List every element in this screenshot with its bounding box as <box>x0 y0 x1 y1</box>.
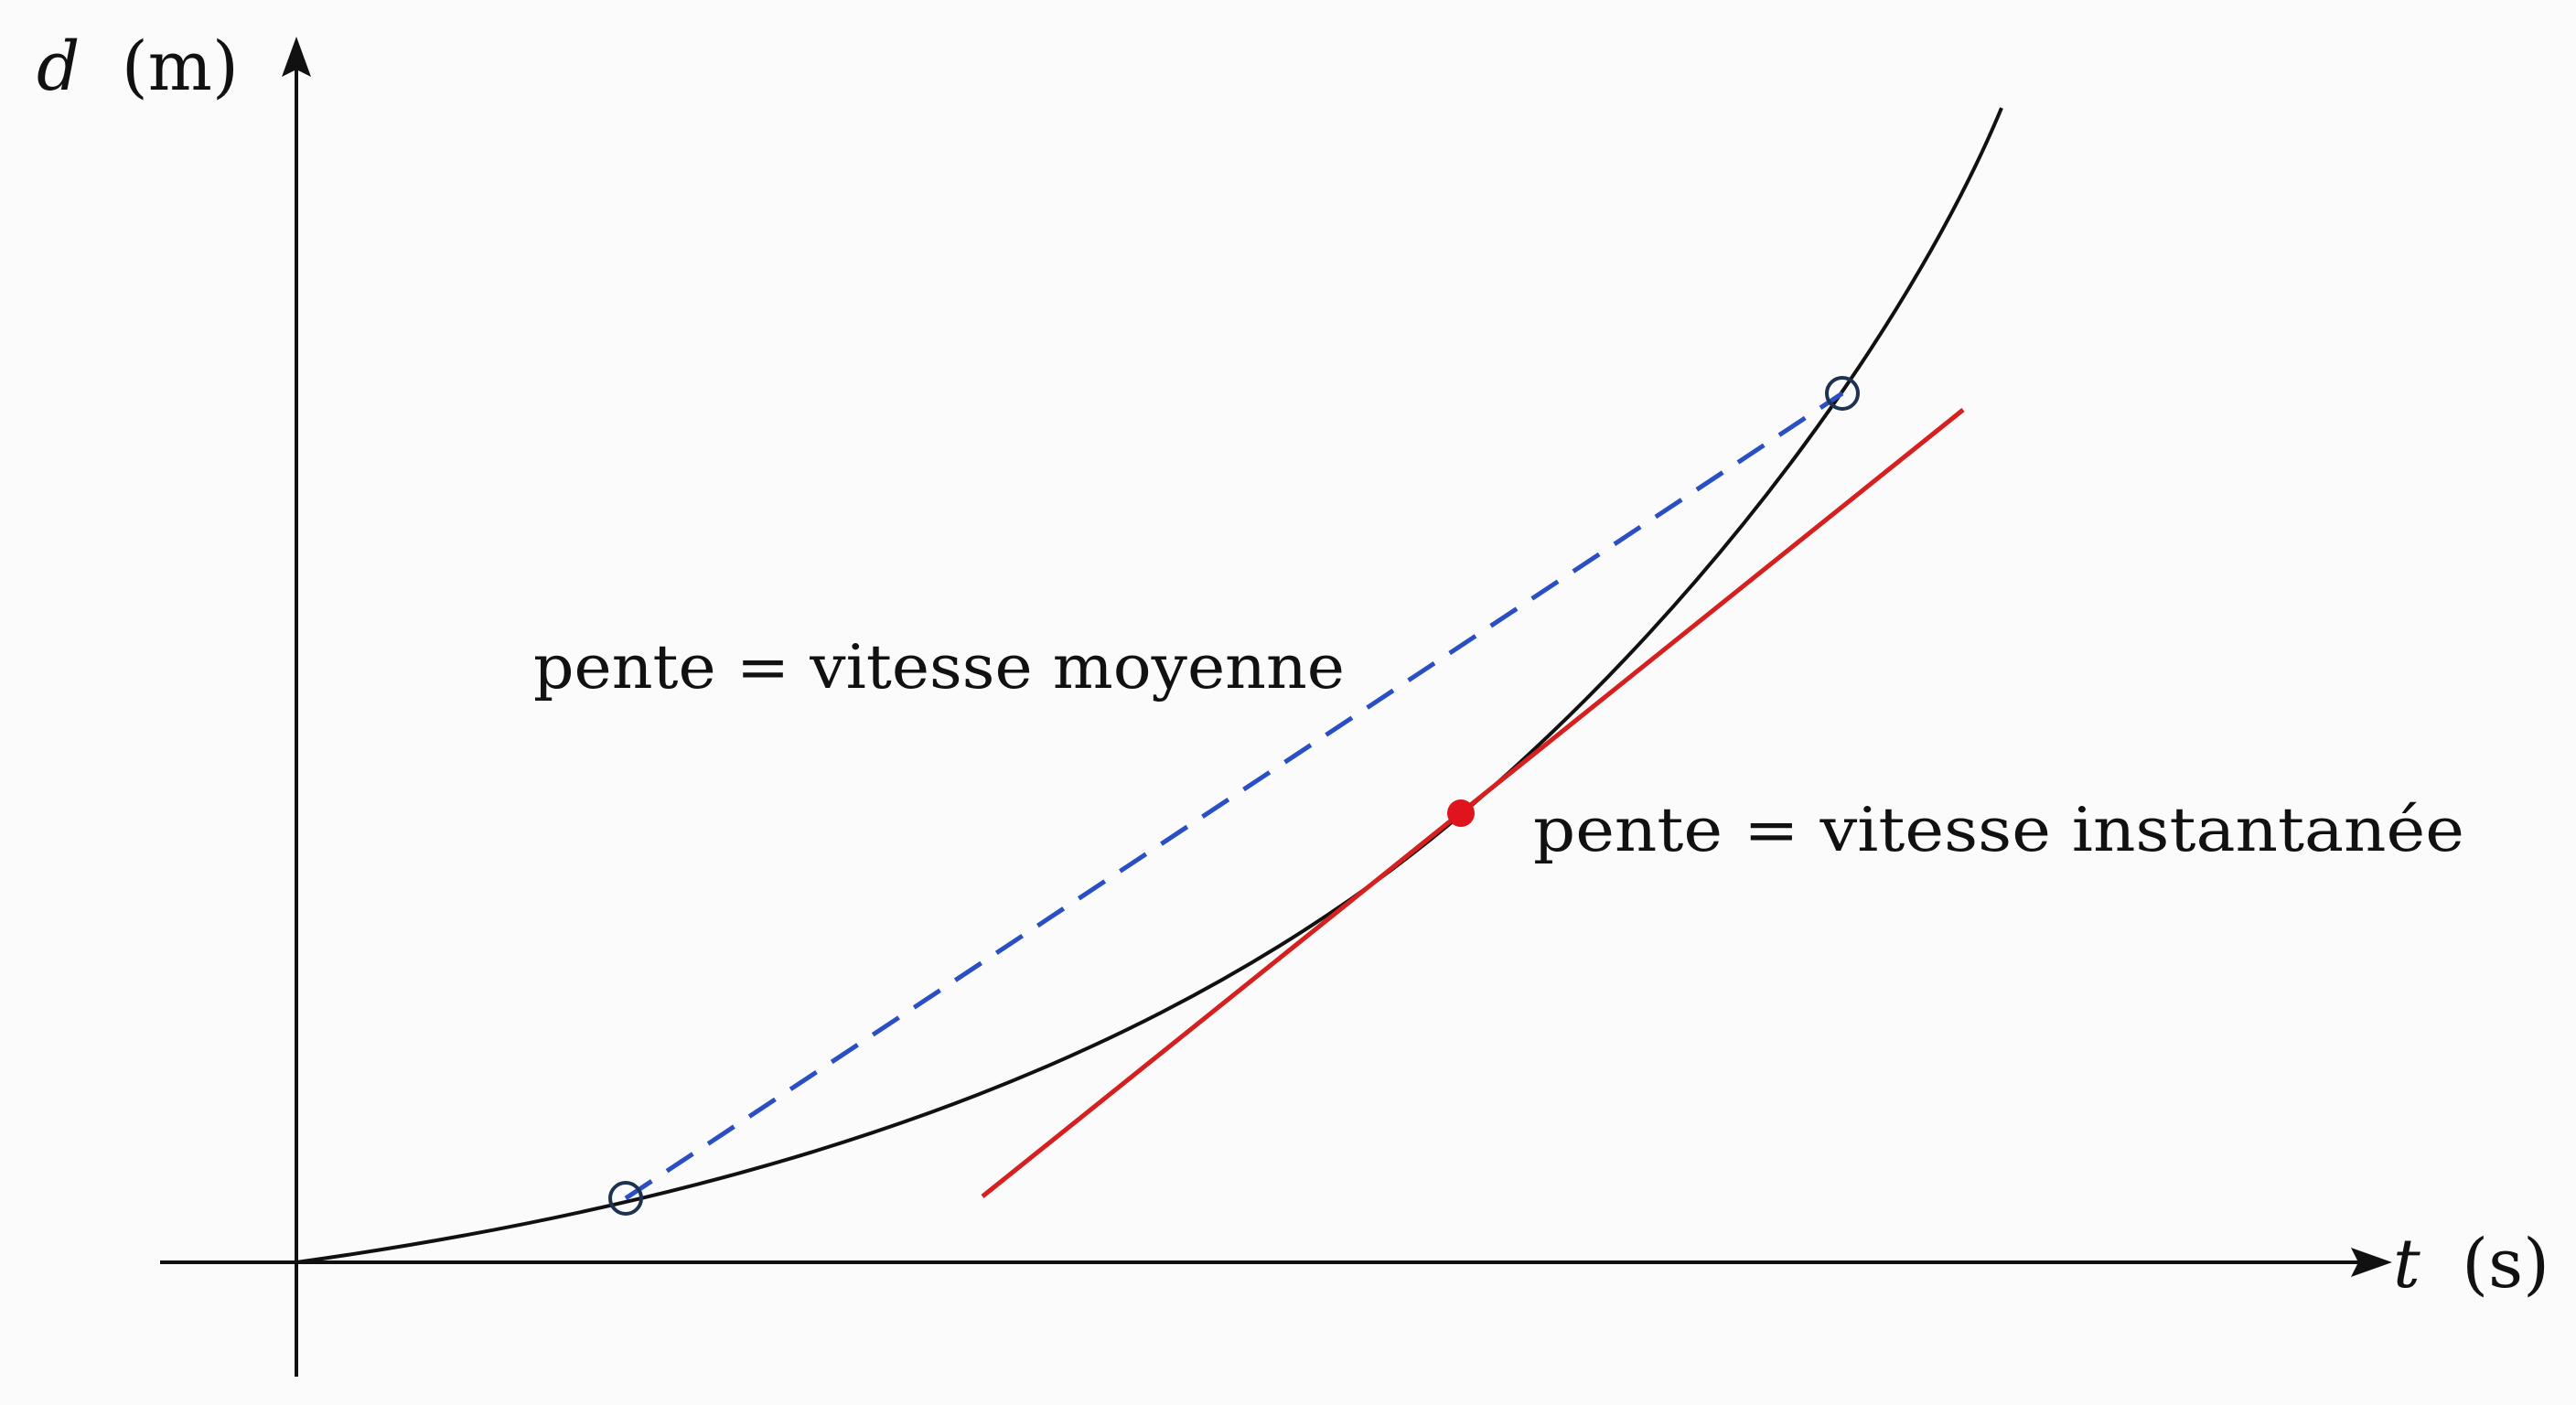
y-axis-label: d (m) <box>37 27 239 106</box>
x-axis-label: t (s) <box>2393 1225 2549 1303</box>
tangent-point <box>1447 799 1475 827</box>
secant-point-start <box>608 1181 643 1216</box>
y-axis-arrow <box>282 37 311 77</box>
x-axis-variable: t <box>2393 1225 2420 1303</box>
y-axis-unit: (m) <box>122 27 239 106</box>
secant-line <box>624 391 1844 1201</box>
tangent-line <box>981 408 1965 1198</box>
x-axis-arrow <box>2351 1248 2392 1277</box>
secant-point-end <box>1825 376 1860 411</box>
secant-annotation: pente = vitesse moyenne <box>533 632 1345 702</box>
tangent-annotation: pente = vitesse instantanée <box>1533 795 2464 865</box>
y-axis-variable: d <box>37 27 80 106</box>
x-axis-unit: (s) <box>2462 1225 2549 1303</box>
